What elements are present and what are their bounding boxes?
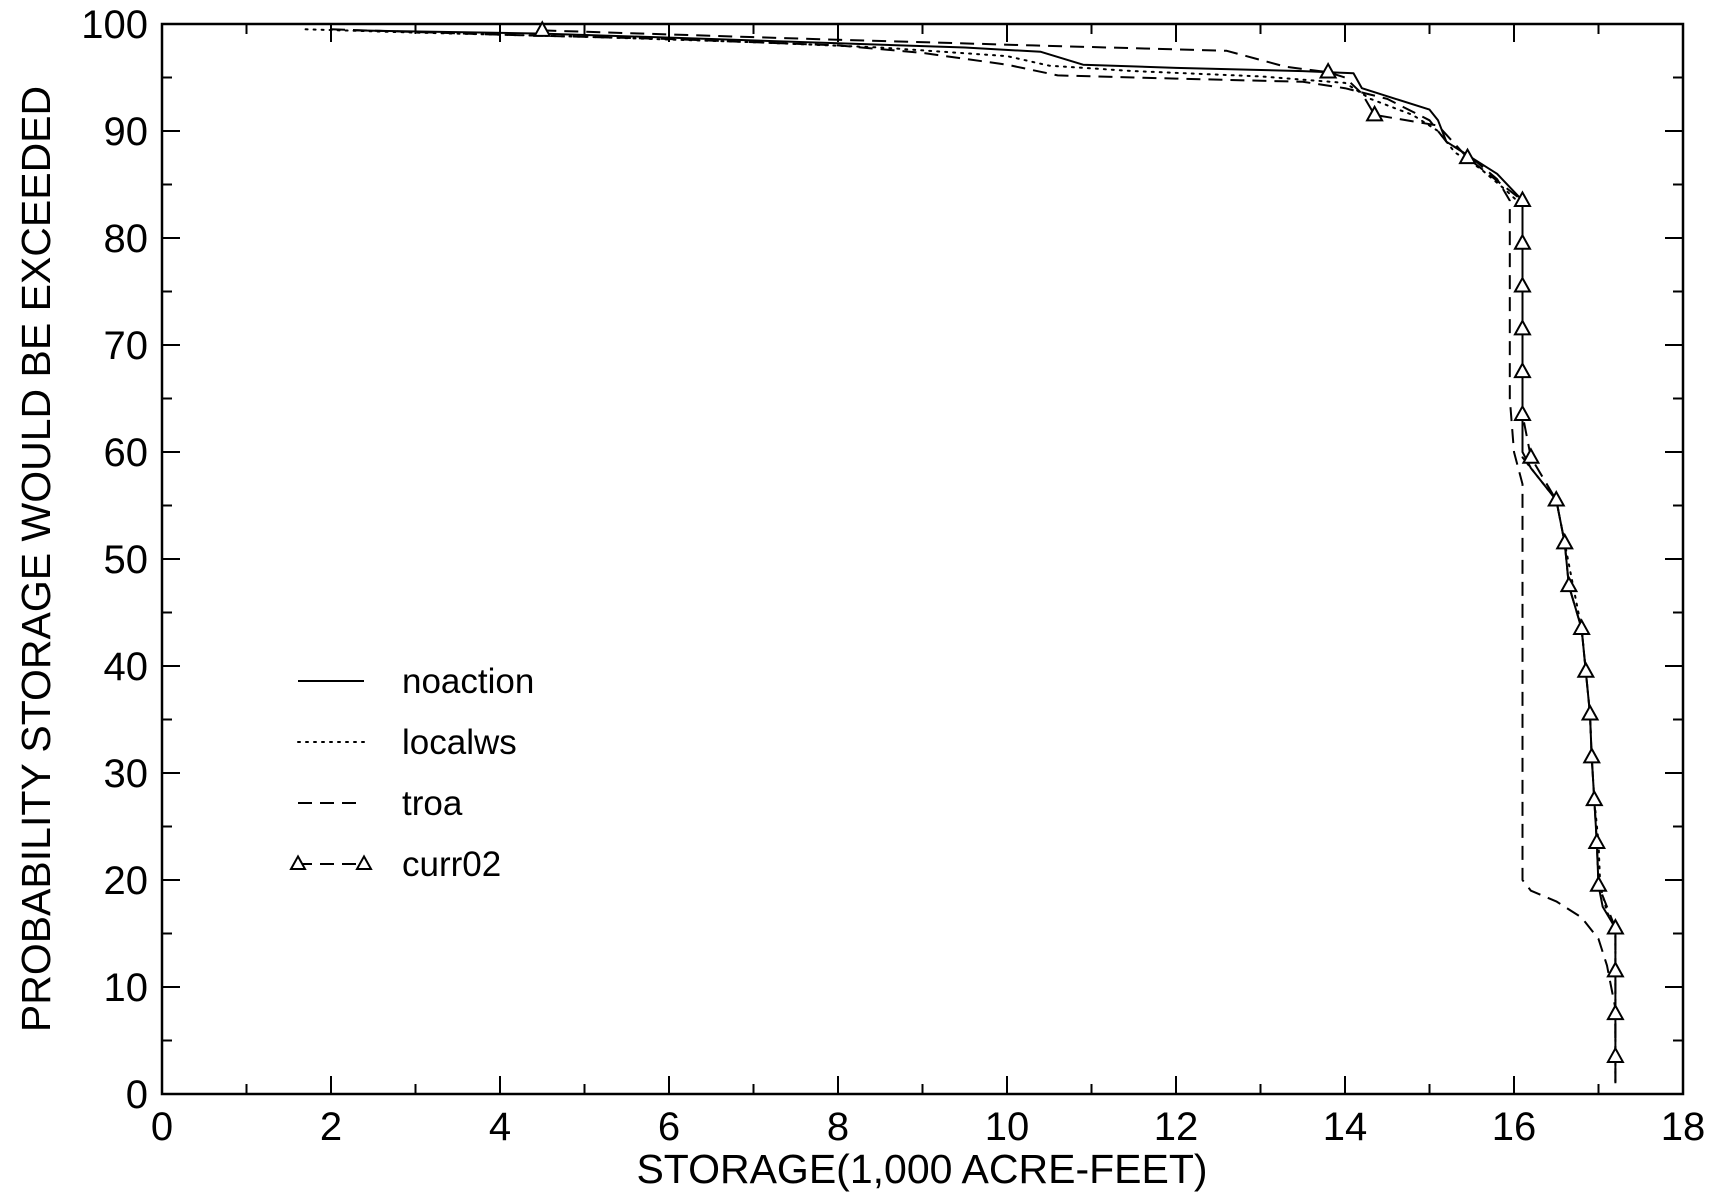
- y-tick-label: 60: [104, 431, 149, 475]
- data-point-curr02: [1576, 661, 1596, 678]
- legend: noaction localws troa curr02: [289, 662, 534, 884]
- data-point-curr02: [1513, 404, 1532, 421]
- y-tick-label: 10: [104, 966, 149, 1010]
- data-point-curr02: [1606, 1046, 1625, 1063]
- data-point-curr02: [1572, 618, 1591, 635]
- axis-ticks: [161, 23, 1684, 1095]
- data-point-curr02: [1513, 233, 1532, 250]
- data-point-curr02: [1587, 832, 1607, 849]
- x-tick-label: 12: [1154, 1105, 1199, 1149]
- legend-item-curr02: curr02: [289, 845, 501, 884]
- y-tick-label: 100: [81, 3, 148, 47]
- data-point-curr02: [1513, 361, 1532, 379]
- legend-label: troa: [402, 784, 463, 823]
- x-tick-label: 4: [489, 1105, 511, 1149]
- data-point-curr02: [1589, 875, 1608, 892]
- x-tick-label: 14: [1323, 1105, 1368, 1149]
- x-tick-label: 18: [1661, 1105, 1706, 1149]
- legend-item-noaction: noaction: [298, 662, 534, 701]
- data-point-curr02: [1365, 104, 1384, 122]
- y-tick-label: 30: [104, 752, 149, 796]
- legend-label: curr02: [402, 845, 501, 884]
- data-point-curr02: [1606, 1003, 1625, 1021]
- x-tick-label: 10: [985, 1105, 1030, 1149]
- legend-item-troa: troa: [298, 784, 463, 823]
- series-curr02: [533, 20, 1625, 1063]
- y-tick-label: 20: [104, 859, 149, 903]
- data-point-curr02: [1458, 147, 1477, 165]
- legend-label: noaction: [402, 662, 534, 701]
- data-point-curr02: [1606, 917, 1625, 935]
- data-point-curr02: [1318, 61, 1338, 79]
- y-tick-label: 80: [104, 217, 149, 261]
- series-troa: [330, 28, 1617, 1084]
- y-tick-label: 40: [104, 645, 149, 689]
- data-point-curr02: [1521, 447, 1541, 464]
- legend-marker: [355, 854, 373, 871]
- legend-marker: [289, 854, 307, 871]
- data-point-curr02: [1555, 532, 1574, 550]
- y-tick-label: 70: [104, 324, 149, 368]
- data-point-curr02: [1513, 190, 1532, 207]
- x-tick-label: 2: [320, 1105, 342, 1149]
- data-point-curr02: [533, 20, 552, 37]
- y-tick-label: 50: [104, 538, 149, 582]
- data-point-curr02: [1582, 746, 1601, 764]
- data-point-curr02: [1513, 318, 1532, 336]
- data-point-curr02: [1585, 789, 1604, 807]
- x-tick-label: 0: [151, 1105, 173, 1149]
- y-tick-label: 0: [126, 1073, 148, 1117]
- axis-tick-labels: 0 2 4 6 8 10 12 14 16 18 0 10 20 30 40 50 60 70 80 90 100: [81, 3, 1705, 1149]
- x-tick-label: 16: [1492, 1105, 1537, 1149]
- y-axis-title: PROBABILITY STORAGE WOULD BE EXCEEDED: [13, 86, 59, 1032]
- x-axis-title: STORAGE(1,000 ACRE-FEET): [636, 1146, 1207, 1192]
- data-point-curr02: [1513, 275, 1532, 293]
- legend-item-localws: localws: [297, 723, 517, 762]
- data-point-curr02: [1606, 960, 1625, 978]
- series-layer: [304, 20, 1625, 1085]
- legend-label: localws: [402, 723, 517, 762]
- data-point-curr02: [1547, 489, 1566, 507]
- x-tick-label: 8: [827, 1105, 849, 1149]
- y-tick-label: 90: [104, 110, 149, 154]
- series-line-troa: [330, 28, 1617, 1084]
- data-point-curr02: [1580, 703, 1600, 721]
- x-tick-label: 6: [658, 1105, 680, 1149]
- data-point-curr02: [1559, 575, 1579, 593]
